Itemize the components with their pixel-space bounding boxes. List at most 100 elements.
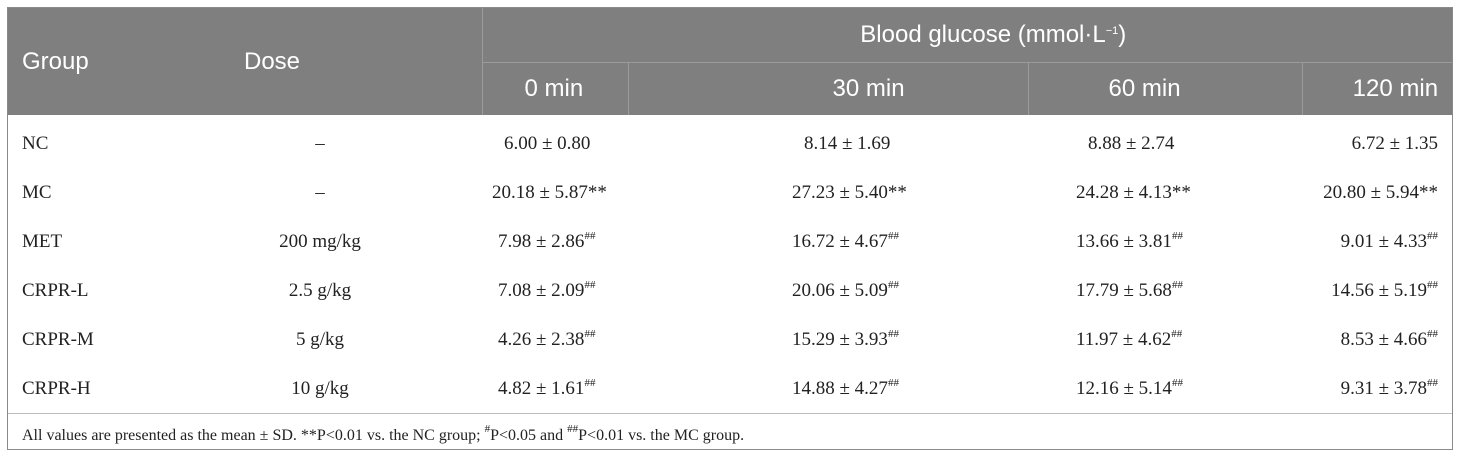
cell-30min: 8.14 ± 1.69 [628,115,1028,168]
footnote-sup1: # [484,423,491,435]
cell-120min: 20.80 ± 5.94** [1302,168,1452,217]
cell-0min: 4.82 ± 1.61## [482,364,628,414]
value-60min: 24.28 ± 4.13** [1076,181,1191,203]
cell-dose: 2.5 g/kg [288,279,352,301]
value-0min: 20.18 ± 5.87** [492,181,607,203]
cell-0min: 4.26 ± 2.38## [482,315,628,364]
cell-60min: 12.16 ± 5.14## [1028,364,1302,414]
col-header-30min: 30 min [627,62,1028,115]
value-30min: 8.14 ± 1.69 [804,132,891,154]
sig-120min: ## [1427,229,1439,242]
value-120min: 9.01 ± 4.33 [1340,230,1428,252]
cell-120min: 8.53 ± 4.66## [1302,315,1452,364]
value-60min: 13.66 ± 3.81 [1076,230,1172,252]
table-row: CRPR-H 10 g/kg 4.82 ± 1.61## 14.88 ± 4.2… [8,364,1452,414]
sig-30min: ## [887,327,899,340]
footnote-part1: All values are presented as the mean ± S… [22,427,485,444]
cell-60min: 24.28 ± 4.13** [1028,168,1302,217]
value-30min: 20.06 ± 5.09 [792,279,888,301]
sig-60min: ## [1171,229,1183,242]
cell-30min: 14.88 ± 4.27## [628,364,1028,414]
footnote-part3: P<0.01 vs. the MC group. [578,427,745,444]
value-120min: 9.31 ± 3.78 [1340,377,1428,399]
blood-glucose-table: Group Dose Blood glucose (mmol·L−1) 0 mi… [8,8,1453,458]
cell-120min: 6.72 ± 1.35 [1302,115,1452,168]
cell-60min: 13.66 ± 3.81## [1028,217,1302,266]
cell-120min: 9.01 ± 4.33## [1302,217,1452,266]
sig-120min: ## [1427,327,1439,340]
value-120min: 6.72 ± 1.35 [1351,132,1439,154]
value-60min: 8.88 ± 2.74 [1088,132,1175,154]
value-30min: 27.23 ± 5.40** [792,181,907,203]
col-header-blood-glucose: Blood glucose (mmol·L−1) [481,8,1453,63]
cell-dose: – [315,132,325,154]
cell-group: MC [22,181,52,203]
cell-60min: 11.97 ± 4.62## [1028,315,1302,364]
cell-0min: 7.98 ± 2.86## [482,217,628,266]
cell-60min: 17.79 ± 5.68## [1028,266,1302,315]
cell-dose: – [315,181,325,203]
cell-dose: 10 g/kg [291,377,349,399]
blood-glucose-label: Blood glucose (mmol·L [860,21,1106,48]
sig-60min: ## [1171,278,1183,291]
value-30min: 14.88 ± 4.27 [792,377,888,399]
cell-group: CRPR-M [22,328,94,350]
cell-30min: 15.29 ± 3.93## [628,315,1028,364]
sig-120min: ## [1427,376,1439,389]
value-0min: 4.82 ± 1.61 [498,377,585,399]
sig-0min: ## [584,376,596,389]
value-60min: 12.16 ± 5.14 [1076,377,1172,399]
cell-group: MET [22,230,63,252]
sig-0min: ## [584,327,596,340]
sig-0min: ## [584,278,596,291]
cell-group: CRPR-L [22,279,89,301]
cell-30min: 27.23 ± 5.40** [628,168,1028,217]
sig-60min: ## [1171,376,1183,389]
sig-60min: ## [1171,327,1183,340]
blood-glucose-unit-exponent: −1 [1105,25,1119,37]
sig-30min: ## [887,229,899,242]
cell-0min: 7.08 ± 2.09## [482,266,628,315]
cell-30min: 16.72 ± 4.67## [628,217,1028,266]
col-header-0min: 0 min [481,62,628,115]
cell-0min: 6.00 ± 0.80 [482,115,628,168]
value-120min: 14.56 ± 5.19 [1331,279,1428,301]
sig-120min: ## [1427,278,1439,291]
value-0min: 4.26 ± 2.38 [498,328,585,350]
cell-0min: 20.18 ± 5.87** [482,168,628,217]
value-0min: 7.98 ± 2.86 [498,230,585,252]
value-120min: 20.80 ± 5.94** [1323,181,1439,203]
cell-60min: 8.88 ± 2.74 [1028,115,1302,168]
value-60min: 17.79 ± 5.68 [1076,279,1172,301]
value-30min: 15.29 ± 3.93 [792,328,888,350]
blood-glucose-close: ) [1118,21,1127,48]
table-row: MET 200 mg/kg 7.98 ± 2.86## 16.72 ± 4.67… [8,217,1452,266]
sig-30min: ## [887,278,899,291]
sig-30min: ## [887,376,899,389]
cell-dose: 200 mg/kg [279,230,361,252]
value-0min: 7.08 ± 2.09 [498,279,585,301]
cell-30min: 20.06 ± 5.09## [628,266,1028,315]
col-header-group: Group [8,8,158,115]
footnote-sup2: ## [567,423,579,435]
value-60min: 11.97 ± 4.62 [1076,328,1172,350]
footnote-row: All values are presented as the mean ± S… [8,413,1453,458]
col-header-120min: 120 min [1301,62,1453,115]
value-0min: 6.00 ± 0.80 [504,132,591,154]
table-row: CRPR-M 5 g/kg 4.26 ± 2.38## 15.29 ± 3.93… [8,315,1452,364]
col-header-60min: 60 min [1027,62,1302,115]
table-frame: Group Dose Blood glucose (mmol·L−1) 0 mi… [7,7,1453,458]
value-30min: 16.72 ± 4.67 [792,230,888,252]
table-row: CRPR-L 2.5 g/kg 7.08 ± 2.09## 20.06 ± 5.… [8,266,1452,315]
cell-dose: 5 g/kg [295,328,345,350]
cell-120min: 14.56 ± 5.19## [1302,266,1452,315]
value-120min: 8.53 ± 4.66 [1340,328,1428,350]
col-header-dose: Dose [158,8,482,115]
footnote-part2: P<0.05 and [490,427,568,444]
table-footnote: All values are presented as the mean ± S… [8,413,1453,458]
sig-0min: ## [584,229,596,242]
cell-120min: 9.31 ± 3.78## [1302,364,1452,414]
table-row: NC – 6.00 ± 0.80 8.14 ± 1.69 8.88 ± 2.74… [8,115,1452,168]
cell-group: NC [22,132,49,154]
cell-group: CRPR-H [22,377,91,399]
